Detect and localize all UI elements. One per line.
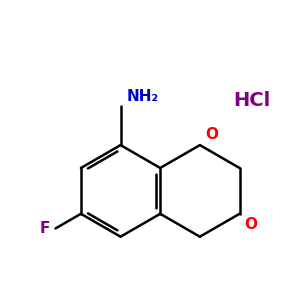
Text: O: O <box>244 217 257 232</box>
Text: F: F <box>40 221 50 236</box>
Text: O: O <box>205 127 218 142</box>
Text: NH₂: NH₂ <box>127 89 159 104</box>
Text: HCl: HCl <box>233 92 270 110</box>
